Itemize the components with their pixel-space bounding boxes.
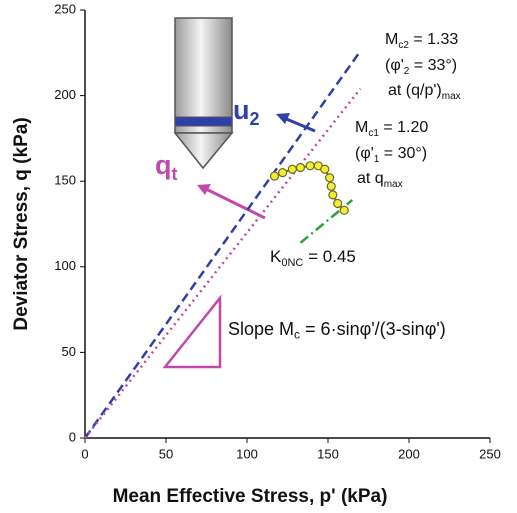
cone-icon [173, 17, 234, 170]
annotation-part: at q [357, 170, 384, 187]
x-tick-label: 250 [479, 446, 501, 461]
annotation: qt [155, 150, 178, 184]
point [287, 164, 297, 174]
annotation-part: Slope M [228, 319, 294, 339]
arrows [197, 113, 316, 220]
annotation: Slope Mc = 6·sinφ'/(3-sinφ') [228, 319, 446, 342]
annotation-part: M [385, 31, 398, 48]
annotation: (φ'2 = 33°) [385, 57, 457, 76]
annotation-part: (φ' [385, 57, 404, 74]
point [339, 205, 349, 215]
x-tick-label: 100 [236, 446, 258, 461]
annotation: at qmax [357, 170, 403, 189]
annotation-part: (φ' [355, 145, 374, 162]
point [269, 171, 280, 181]
y-tick-label: 250 [54, 1, 76, 16]
annotation-part: c1 [368, 127, 379, 138]
x-axis-title: Mean Effective Stress, p' (kPa) [113, 486, 388, 507]
annotation-part: = 1.20 [379, 119, 428, 136]
y-axis-title: Deviator Stress, q (kPa) [11, 117, 32, 330]
annotation-part: = 30°) [379, 145, 427, 162]
y-tick-label: 0 [69, 429, 76, 444]
annotation-part: at (q/p') [388, 82, 442, 99]
y-tick-label: 100 [54, 258, 76, 273]
annotation: at (q/p')max [388, 82, 461, 101]
point [326, 181, 336, 191]
point [278, 168, 288, 178]
annotation-part: = 6·sinφ'/(3-sinφ') [300, 319, 446, 339]
annotation-part: max [442, 90, 461, 101]
annotation-part: = 0.45 [303, 247, 355, 266]
annotation-part: = 1.33 [409, 31, 458, 48]
annotation-part: M [355, 119, 368, 136]
reference-line [83, 50, 362, 439]
annotation-part: 1 [374, 153, 380, 164]
x-tick-label: 200 [398, 446, 420, 461]
point [320, 164, 330, 174]
annotation: Mc2 = 1.33 [385, 31, 458, 50]
point [325, 173, 335, 183]
annotation-part: = 33°) [409, 57, 457, 74]
annotation-part: t [172, 164, 178, 184]
annotation-part: 2 [250, 109, 260, 129]
annotation-part: c [294, 328, 300, 342]
annotation-part: q [155, 150, 172, 180]
x-tick-label: 150 [317, 446, 339, 461]
y-tick-label: 50 [62, 344, 76, 359]
point [333, 198, 343, 209]
point [305, 161, 315, 171]
x-tick-label: 0 [81, 446, 88, 461]
point [295, 162, 306, 173]
annotation-part: 2 [404, 65, 410, 76]
annotation: (φ'1 = 30°) [355, 145, 427, 164]
annotation: Mc1 = 1.20 [355, 119, 428, 138]
annotation: K0NC = 0.45 [270, 247, 356, 269]
annotation-part: c2 [398, 39, 409, 50]
slope-triangle [162, 294, 222, 369]
y-tick-label: 150 [54, 173, 76, 188]
point [328, 190, 338, 200]
reference-line [84, 87, 362, 439]
x-tick-label: 50 [159, 446, 173, 461]
y-tick-label: 200 [54, 87, 76, 102]
annotation-part: K [270, 247, 282, 266]
annotation-part: max [384, 178, 403, 189]
annotation-part: u [233, 95, 250, 125]
annotation: u2 [233, 95, 260, 129]
annotation-part: 0NC [281, 257, 303, 269]
